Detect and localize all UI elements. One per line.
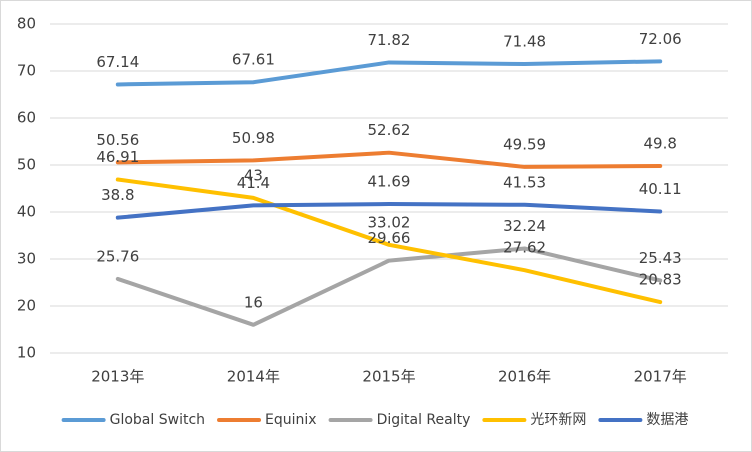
y-tick-label: 20 bbox=[17, 297, 36, 315]
legend-label: 光环新网 bbox=[530, 412, 586, 428]
legend-label: Global Switch bbox=[110, 412, 205, 428]
data-label: 25.76 bbox=[96, 247, 139, 265]
data-label: 32.24 bbox=[503, 217, 546, 235]
data-label: 16 bbox=[244, 293, 263, 311]
series-line bbox=[115, 246, 663, 327]
data-label: 71.48 bbox=[503, 33, 546, 51]
data-label: 72.06 bbox=[639, 30, 682, 48]
data-label: 41.53 bbox=[503, 173, 546, 191]
x-tick-label: 2014年 bbox=[227, 368, 280, 386]
data-label: 27.62 bbox=[503, 239, 546, 257]
data-label: 49.8 bbox=[643, 134, 676, 152]
data-label: 43 bbox=[244, 166, 263, 184]
data-label: 52.62 bbox=[368, 121, 411, 139]
y-tick-label: 30 bbox=[17, 250, 36, 268]
y-tick-label: 40 bbox=[17, 203, 36, 221]
data-label: 46.91 bbox=[96, 148, 139, 166]
data-label: 67.14 bbox=[96, 53, 139, 71]
series-line bbox=[115, 150, 663, 169]
data-label: 25.43 bbox=[639, 249, 682, 267]
legend-label: 数据港 bbox=[646, 412, 688, 428]
data-label: 50.98 bbox=[232, 129, 275, 147]
y-tick-label: 10 bbox=[17, 344, 36, 362]
data-label: 71.82 bbox=[368, 31, 411, 49]
data-label: 20.83 bbox=[639, 271, 682, 289]
x-tick-label: 2015年 bbox=[362, 368, 415, 386]
legend-label: Digital Realty bbox=[377, 412, 471, 428]
series-line bbox=[115, 177, 663, 305]
legend: Global Switch Equinix Digital Realty 光环新网 数据… bbox=[61, 412, 688, 428]
y-tick-label: 60 bbox=[17, 109, 36, 127]
series-line bbox=[115, 202, 663, 220]
y-tick-label: 80 bbox=[17, 15, 36, 33]
data-label: 29.66 bbox=[368, 229, 411, 247]
data-label: 50.56 bbox=[96, 131, 139, 149]
x-tick-label: 2013年 bbox=[91, 368, 144, 386]
legend-label: Equinix bbox=[265, 412, 317, 428]
x-tick-label: 2016年 bbox=[498, 368, 551, 386]
x-tick-label: 2017年 bbox=[634, 368, 687, 386]
y-tick-label: 50 bbox=[17, 156, 36, 174]
data-label: 41.69 bbox=[368, 173, 411, 191]
data-label: 40.11 bbox=[639, 180, 682, 198]
data-label: 38.8 bbox=[101, 186, 134, 204]
data-label: 33.02 bbox=[368, 213, 411, 231]
data-label: 67.61 bbox=[232, 51, 275, 69]
data-label: 41.4 bbox=[237, 174, 270, 192]
data-label: 49.59 bbox=[503, 135, 546, 153]
y-tick-label: 70 bbox=[17, 62, 36, 80]
series-line bbox=[115, 59, 663, 87]
